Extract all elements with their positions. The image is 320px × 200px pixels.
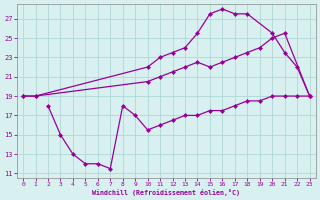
X-axis label: Windchill (Refroidissement éolien,°C): Windchill (Refroidissement éolien,°C) <box>92 189 240 196</box>
